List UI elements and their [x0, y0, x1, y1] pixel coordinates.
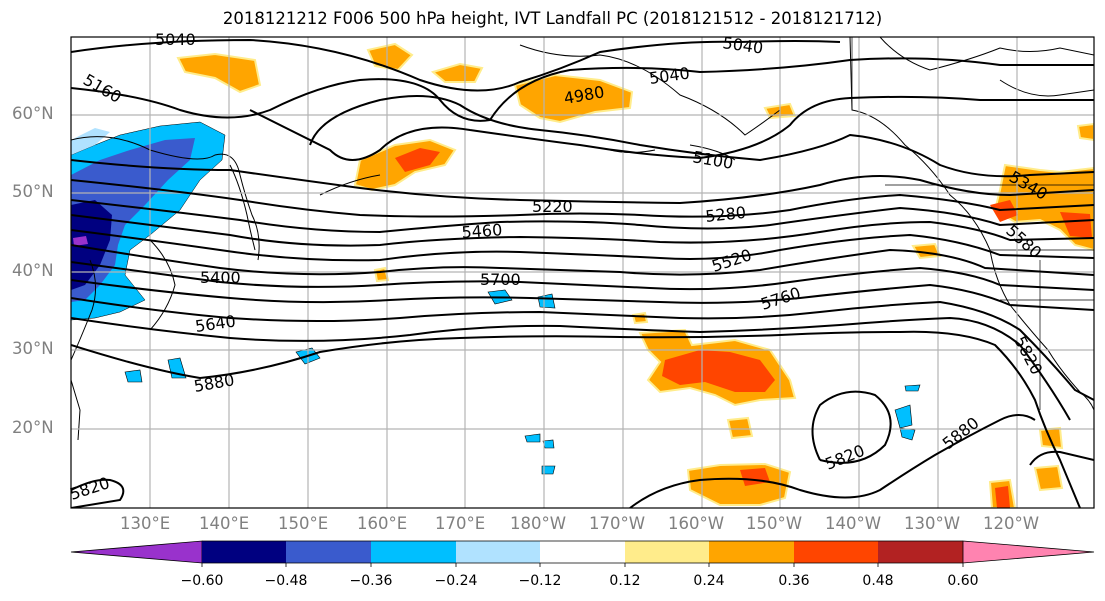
lat-label: 20°N	[12, 418, 54, 437]
ivt-positive-region	[990, 200, 1018, 222]
contour-label: 5040	[648, 63, 691, 87]
ivt-positive-region	[1038, 426, 1064, 450]
ivt-positive-region	[430, 62, 484, 83]
contour-label: 5400	[200, 268, 241, 287]
contour-label: 5820	[822, 441, 867, 474]
ivt-negative-region	[73, 236, 88, 246]
ivt-negative-region	[71, 138, 195, 302]
borders	[851, 37, 1094, 410]
ivt-positive-region	[631, 311, 649, 325]
lat-label: 60°N	[12, 104, 54, 123]
lat-label: 50°N	[12, 182, 54, 201]
ivt-negative-blob	[894, 404, 913, 429]
ivt-positive-region	[373, 266, 390, 283]
lon-label: 130°E	[120, 514, 171, 533]
ivt-negative-blob	[524, 433, 541, 443]
lon-label: 170°W	[589, 514, 646, 533]
contour-label: 5880	[939, 413, 983, 453]
contour-label: 5040	[155, 30, 196, 49]
ivt-negative-region	[71, 200, 112, 290]
lon-label: 160°E	[357, 514, 408, 533]
ivt-positive-region	[366, 42, 414, 72]
colorbar-tick-label: 0.12	[609, 573, 641, 589]
contour-label: 5820	[67, 473, 112, 504]
contour-label: 5460	[461, 220, 503, 242]
lat-label: 40°N	[12, 261, 54, 280]
lon-label: 140°W	[825, 514, 882, 533]
lat-label: 30°N	[12, 339, 54, 358]
colorbar-tick-label: −0.24	[434, 573, 478, 589]
lon-label: 140°E	[199, 514, 250, 533]
colorbar-tick-label: −0.36	[349, 573, 393, 589]
contour-label: 5160	[80, 70, 125, 107]
ivt-negative-blob	[904, 384, 921, 392]
lon-label: 160°W	[668, 514, 725, 533]
ivt-negative-blob	[537, 293, 556, 309]
ivt-negative-region	[71, 128, 110, 155]
colorbar-tick-label: −0.60	[180, 573, 224, 589]
colorbar-tick-label: 0.48	[862, 573, 894, 589]
ivt-negative-blob	[124, 369, 143, 383]
height-contours	[71, 38, 1094, 508]
colorbar-tick-label: 0.24	[693, 573, 725, 589]
lon-label: 150°E	[278, 514, 329, 533]
colorbar-tick-label: 0.36	[778, 573, 810, 589]
lon-label: 130°W	[904, 514, 961, 533]
colorbar	[70, 540, 1095, 567]
lon-label: 120°W	[983, 514, 1040, 533]
contour-label: 5760	[758, 283, 803, 314]
lon-label: 150°W	[746, 514, 803, 533]
ivt-positive-region	[995, 486, 1010, 508]
ivt-positive-region	[686, 462, 792, 506]
contour-label: 5280	[704, 203, 746, 226]
map-frame	[70, 36, 1095, 509]
ivt-positive-region	[662, 350, 775, 392]
lon-label: 170°E	[435, 514, 486, 533]
ivt-negative-blob	[542, 439, 555, 449]
ivt-positive-region	[1033, 464, 1064, 492]
ivt-positive-region	[1076, 122, 1094, 142]
ivt-negative-blob	[541, 465, 556, 475]
colorbar-tick-label: −0.12	[518, 573, 562, 589]
lon-label: 180°W	[510, 514, 567, 533]
ivt-positive-region	[726, 416, 754, 440]
contour-label: 5820	[1010, 333, 1046, 378]
ivt-positive-region	[176, 52, 262, 94]
colorbar-tick-label: −0.48	[264, 573, 308, 589]
contour-label: 5100	[691, 147, 734, 173]
colorbar-tick-label: 0.60	[947, 573, 979, 589]
ivt-positive-region	[395, 148, 440, 172]
contour-label: 5220	[532, 197, 573, 216]
map-title: 2018121212 F006 500 hPa height, IVT Land…	[222, 9, 883, 28]
ivt-positive-region	[1060, 212, 1092, 238]
contour-label: 5700	[480, 270, 521, 289]
ivt-negative-blob	[899, 427, 916, 441]
